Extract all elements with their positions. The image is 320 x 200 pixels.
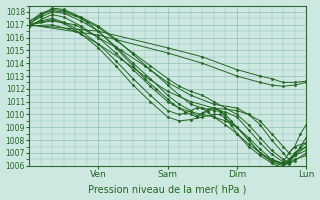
X-axis label: Pression niveau de la mer( hPa ): Pression niveau de la mer( hPa ) — [89, 184, 247, 194]
